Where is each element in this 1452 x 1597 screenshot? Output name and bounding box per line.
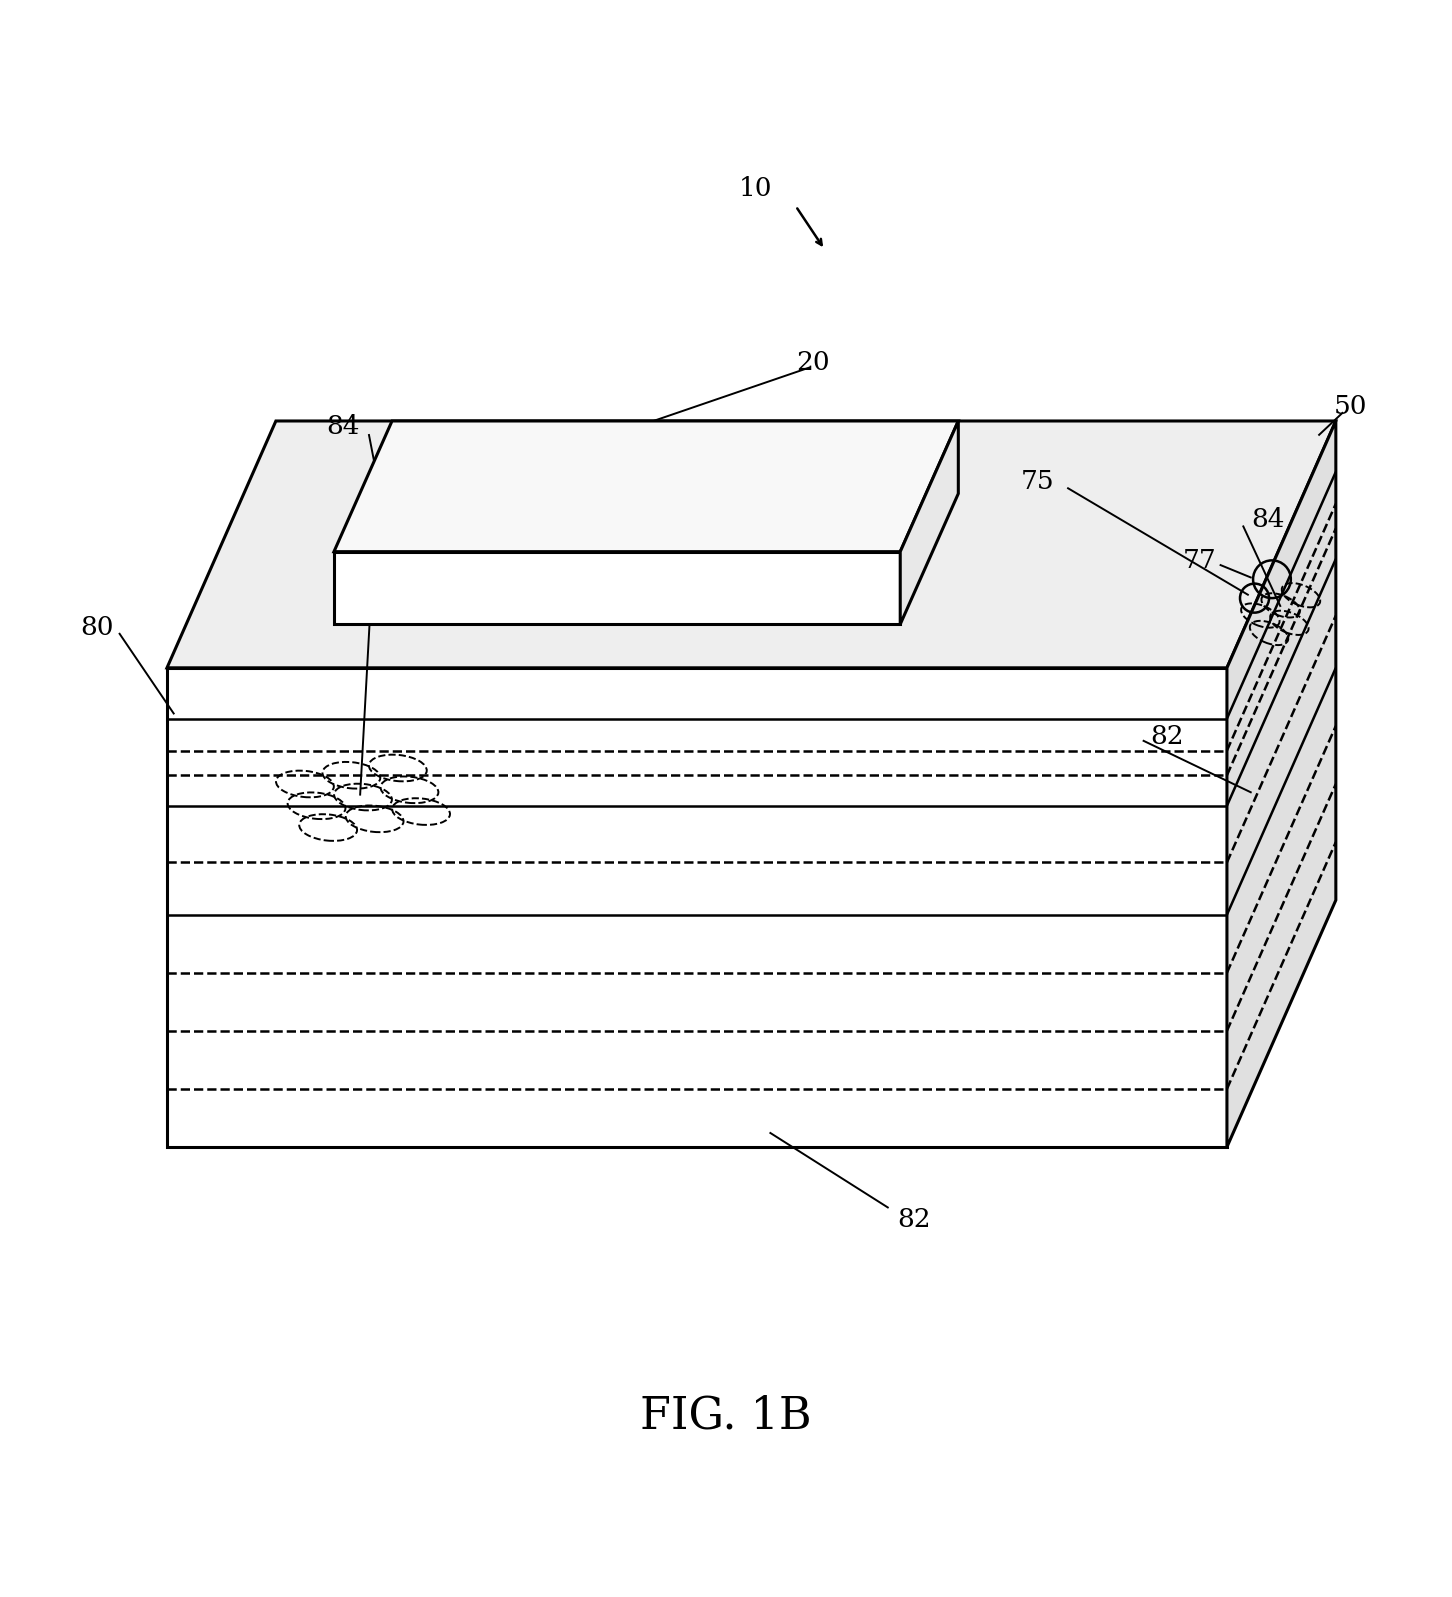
Text: 82: 82	[1150, 723, 1183, 749]
Polygon shape	[167, 422, 1336, 668]
Text: 84: 84	[327, 414, 360, 439]
Polygon shape	[167, 668, 1227, 1147]
Polygon shape	[1227, 422, 1336, 1147]
Text: 75: 75	[1021, 470, 1054, 495]
Polygon shape	[334, 422, 958, 551]
Text: 82: 82	[897, 1207, 931, 1231]
Polygon shape	[334, 551, 900, 624]
Text: 84: 84	[1252, 508, 1285, 532]
Text: FIG. 1B: FIG. 1B	[640, 1394, 812, 1437]
Polygon shape	[900, 422, 958, 624]
Text: 77: 77	[1183, 548, 1217, 573]
Text: 80: 80	[80, 615, 113, 640]
Text: 10: 10	[738, 176, 772, 201]
Text: 20: 20	[796, 350, 831, 375]
Text: 50: 50	[1333, 394, 1368, 418]
